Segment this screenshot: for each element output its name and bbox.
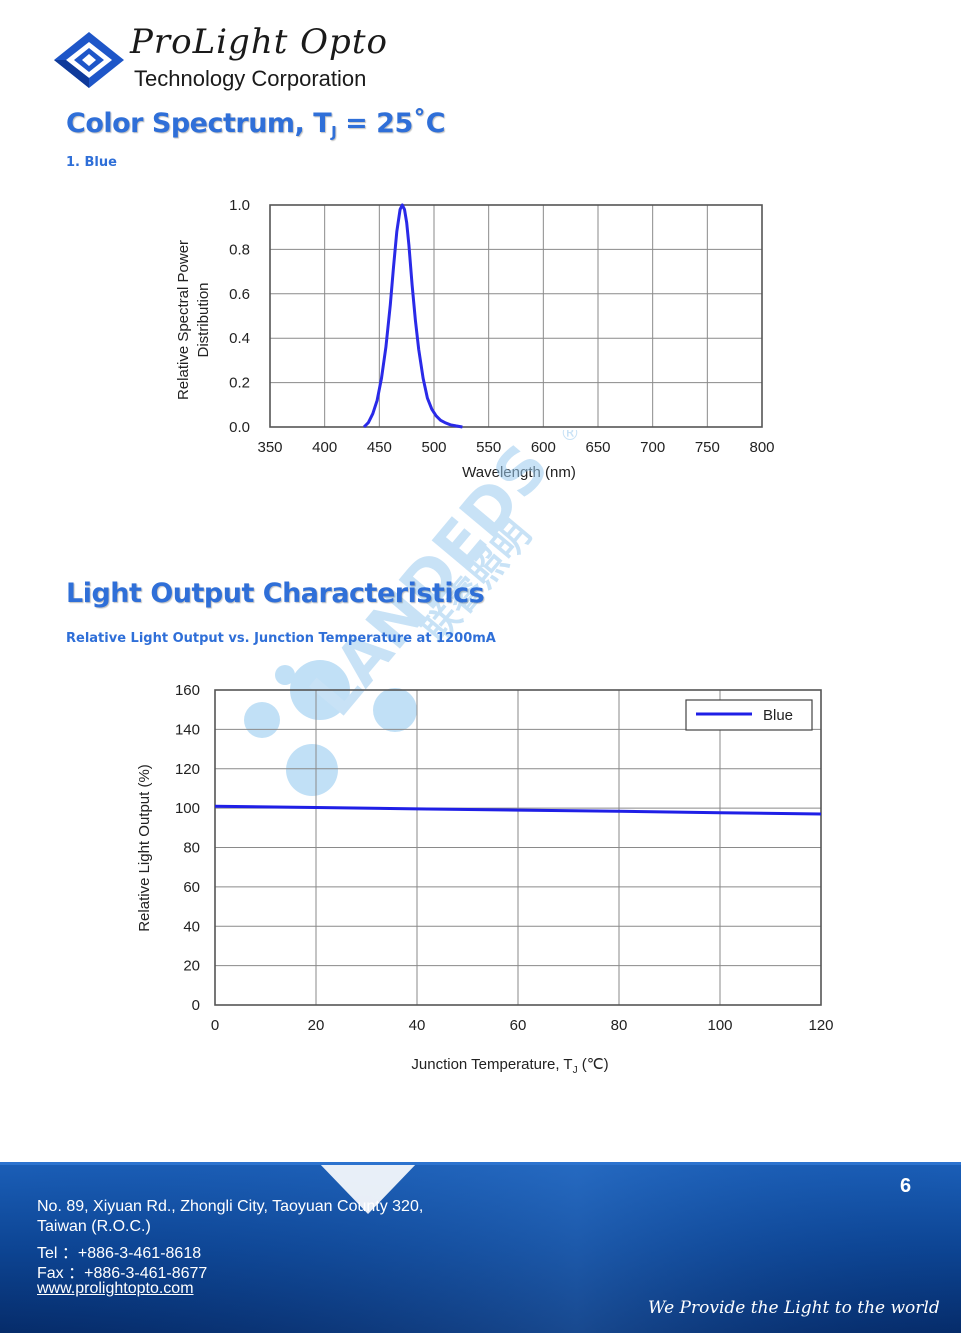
light-output-x-axis-label: Junction Temperature, TJ (℃) xyxy=(411,1056,608,1076)
light-output-plot-frame xyxy=(214,689,822,1006)
light-output-x-tick-label: 60 xyxy=(510,1017,527,1034)
spectrum-chart: 350 400 450 500 550 600 650 700 750 800 0.0 0.2 0.4… xyxy=(175,197,775,481)
light-output-y-tick-label: 0 xyxy=(192,997,200,1014)
footer-slogan: We Provide the Light to the world xyxy=(648,1298,940,1318)
footer-fax: Fax ：+886-3-461-8677 xyxy=(37,1265,208,1282)
spectrum-x-axis-label: Wavelength (nm) xyxy=(462,464,576,481)
watermark-registered-mark: ® xyxy=(560,430,580,445)
spectrum-x-tick-label: 400 xyxy=(312,439,337,456)
light-output-y-tick-label: 40 xyxy=(183,918,200,935)
light-output-x-tick-label: 100 xyxy=(707,1017,732,1034)
page-number: 6 xyxy=(900,1175,912,1197)
spectrum-x-tick-label: 450 xyxy=(367,439,392,456)
light-output-y-tick-label: 120 xyxy=(175,761,200,778)
logo-diamond-icon xyxy=(54,32,124,88)
footer-tel: Tel ：+886-3-461-8618 xyxy=(37,1245,202,1262)
watermark-dot xyxy=(275,665,295,685)
spectrum-series-line xyxy=(362,203,463,429)
spectrum-x-tick-label: 600 xyxy=(531,439,556,456)
spectrum-y-tick-label: 0.0 xyxy=(229,419,250,436)
spectrum-x-tick-label: 550 xyxy=(476,439,501,456)
light-output-grid xyxy=(214,689,822,1006)
spectrum-x-tick-label: 500 xyxy=(421,439,446,456)
light-output-y-tick-label: 160 xyxy=(175,682,200,699)
brand-name: ProLight Opto xyxy=(130,22,388,62)
spectrum-y-ticks: 0.0 0.2 0.4 0.6 0.8 1.0 xyxy=(229,197,250,436)
brand-subtitle: Technology Corporation xyxy=(134,66,367,91)
light-output-y-tick-label: 60 xyxy=(183,879,200,896)
watermark-dot xyxy=(373,688,417,732)
light-output-section-title: Light Output Characteristics xyxy=(66,578,485,609)
light-output-x-tick-label: 0 xyxy=(211,1017,219,1034)
spectrum-y-tick-label: 0.8 xyxy=(229,241,250,258)
light-output-y-tick-label: 100 xyxy=(175,800,200,817)
spectrum-y-tick-label: 0.2 xyxy=(229,375,250,392)
spectrum-x-tick-label: 800 xyxy=(749,439,774,456)
light-output-y-tick-label: 140 xyxy=(175,721,200,738)
light-output-x-tick-label: 120 xyxy=(808,1017,833,1034)
footer-website-link[interactable]: www.prolightopto.com xyxy=(37,1280,194,1297)
spectrum-y-axis-label-line1: Relative Spectral Power xyxy=(175,240,192,400)
spectrum-section-title: Color Spectrum, TJ = 25˚C xyxy=(66,108,446,141)
spectrum-section-subtitle: 1. Blue xyxy=(66,155,117,170)
spectrum-x-tick-label: 750 xyxy=(695,439,720,456)
light-output-y-tick-label: 80 xyxy=(183,840,200,857)
watermark-logo: LANDEDS 联睿照明 ® xyxy=(244,430,580,796)
light-output-y-axis-label: Relative Light Output (%) xyxy=(136,764,153,932)
light-output-section-subtitle: Relative Light Output vs. Junction Tempe… xyxy=(66,631,496,646)
footer-address-line1: No. 89, Xiyuan Rd., Zhongli City, Taoyua… xyxy=(37,1198,424,1215)
light-output-y-ticks: 0 20 40 60 80 100 120 140 160 xyxy=(175,682,200,1014)
watermark-dot xyxy=(286,744,338,796)
spectrum-title-subscript: J xyxy=(331,123,337,141)
spectrum-y-tick-label: 1.0 xyxy=(229,197,250,214)
spectrum-y-axis-label-line2: Distribution xyxy=(195,282,212,357)
footer-notch xyxy=(318,1162,418,1214)
light-output-series-line xyxy=(214,804,822,816)
spectrum-plot-frame xyxy=(269,204,763,428)
light-output-chart: 0 20 40 60 80 100 120 0 20 40 60 80 100 120 140 160 Bl… xyxy=(136,682,834,1076)
light-output-x-tick-label: 20 xyxy=(308,1017,325,1034)
spectrum-x-tick-label: 700 xyxy=(640,439,665,456)
footer-address-line2: Taiwan (R.O.C.) xyxy=(37,1218,151,1235)
spectrum-x-tick-label: 350 xyxy=(257,439,282,456)
legend-label-blue: Blue xyxy=(763,707,793,724)
spectrum-title-main: Color Spectrum, T xyxy=(66,108,332,139)
light-output-y-tick-label: 20 xyxy=(183,958,200,975)
spectrum-y-tick-label: 0.6 xyxy=(229,286,250,303)
light-output-x-tick-label: 80 xyxy=(611,1017,628,1034)
light-output-x-tick-label: 40 xyxy=(409,1017,426,1034)
spectrum-y-tick-label: 0.4 xyxy=(229,330,250,347)
spectrum-x-ticks: 350 400 450 500 550 600 650 700 750 800 xyxy=(257,439,774,456)
spectrum-title-end: = 25˚C xyxy=(336,108,446,139)
spectrum-x-tick-label: 650 xyxy=(585,439,610,456)
footer-band xyxy=(0,1162,961,1333)
light-output-x-ticks: 0 20 40 60 80 100 120 xyxy=(211,1017,834,1034)
